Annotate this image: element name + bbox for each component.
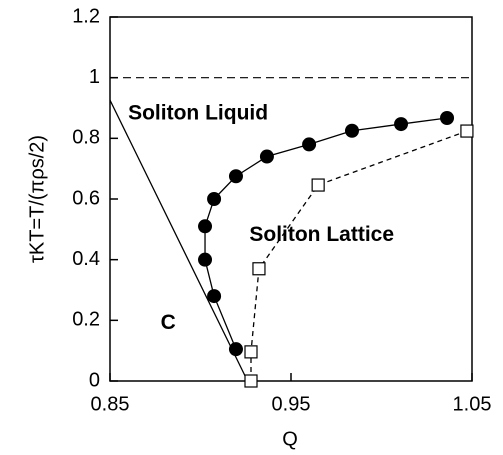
marker (207, 192, 222, 206)
y-axis-label: τKT=T/(πρs/2) (26, 135, 48, 263)
annotation: Soliton Lattice (249, 223, 394, 246)
marker (228, 342, 243, 357)
x-tick-label: 1.05 (453, 393, 492, 415)
y-tick-label: 0.8 (72, 127, 100, 149)
y-tick-label: 0.4 (72, 248, 100, 270)
marker (259, 149, 274, 164)
marker (228, 169, 243, 184)
x-tick-label: 0.85 (91, 393, 130, 415)
annotation: C (161, 311, 176, 334)
marker (440, 111, 455, 126)
marker (244, 374, 258, 388)
marker (207, 289, 222, 304)
marker (460, 124, 474, 138)
x-axis-label: Q (282, 428, 298, 450)
y-tick-label: 0.6 (72, 187, 100, 209)
y-tick-label: 0.2 (72, 309, 100, 331)
marker (344, 123, 359, 138)
marker (198, 252, 213, 267)
marker (252, 262, 266, 276)
y-tick-label: 1.2 (72, 5, 100, 27)
series-line (109, 99, 249, 382)
x-tick-label: 0.95 (272, 393, 311, 415)
annotation: Soliton Liquid (128, 102, 268, 125)
marker (244, 345, 258, 359)
series-line (250, 130, 468, 381)
marker (394, 117, 409, 132)
y-tick-label: 0 (89, 369, 100, 391)
marker (302, 137, 317, 152)
y-tick-label: 1 (89, 66, 100, 88)
marker (198, 219, 213, 234)
marker (311, 178, 325, 192)
